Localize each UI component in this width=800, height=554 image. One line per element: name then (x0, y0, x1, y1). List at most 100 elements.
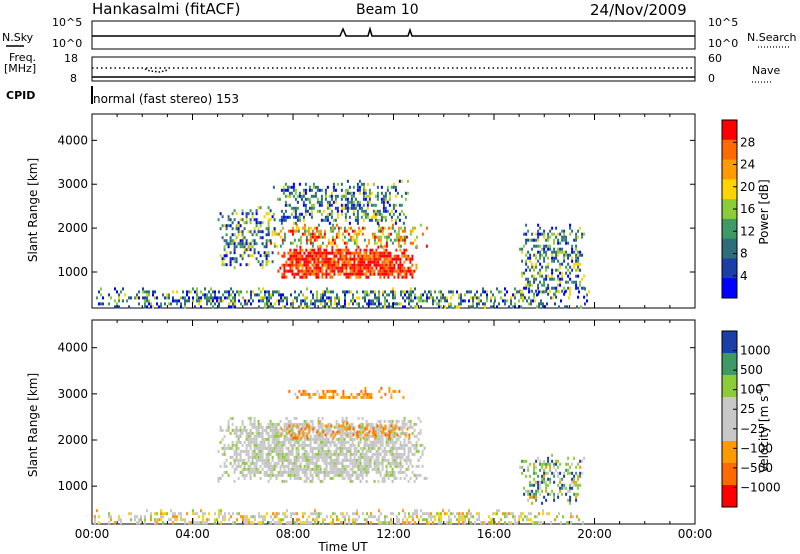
data-cell (267, 233, 270, 237)
data-cell (397, 419, 400, 423)
data-cell (263, 245, 266, 249)
colorbar-swatch (722, 278, 737, 299)
data-cell (349, 254, 352, 258)
data-cell (269, 434, 272, 438)
data-cell (369, 266, 372, 270)
data-cell (320, 296, 322, 300)
data-cell (184, 518, 186, 522)
data-cell (336, 293, 338, 297)
freq-label-2: [MHz] (4, 62, 37, 75)
data-cell (326, 296, 328, 300)
data-cell (339, 473, 342, 477)
data-cell (298, 305, 300, 309)
data-cell (399, 440, 402, 444)
data-cell (351, 431, 354, 435)
data-cell (194, 521, 196, 525)
data-cell (398, 389, 401, 393)
data-cell (380, 185, 383, 189)
data-cell (531, 265, 534, 269)
data-cell (369, 464, 372, 468)
data-cell (399, 235, 402, 239)
data-cell (510, 296, 512, 300)
data-cell (573, 492, 576, 496)
data-cell (328, 299, 330, 303)
data-cell (408, 302, 410, 306)
data-cell (389, 470, 392, 474)
data-cell (240, 290, 242, 294)
data-cell (196, 293, 198, 297)
data-cell (404, 521, 406, 525)
data-cell (533, 492, 536, 496)
data-cell (409, 422, 412, 426)
data-cell (380, 302, 382, 306)
data-cell (529, 253, 532, 257)
data-cell (551, 250, 554, 254)
data-cell (249, 248, 252, 252)
data-cell (347, 458, 350, 462)
data-cell (397, 266, 400, 270)
data-cell (347, 263, 350, 267)
data-cell (557, 465, 560, 469)
data-cell (482, 302, 484, 306)
data-cell (237, 458, 240, 462)
data-cell (284, 515, 286, 519)
data-cell (565, 235, 568, 239)
data-cell (484, 290, 486, 294)
data-cell (361, 272, 364, 276)
data-cell (277, 449, 280, 453)
data-cell (358, 203, 361, 207)
data-cell (298, 182, 301, 186)
data-cell (502, 512, 504, 516)
data-cell (464, 293, 466, 297)
data-cell (349, 479, 352, 483)
data-cell (401, 229, 404, 233)
data-cell (576, 305, 578, 309)
data-cell (299, 241, 302, 245)
data-cell (327, 431, 330, 435)
data-cell (357, 272, 360, 276)
data-cell (306, 209, 309, 213)
data-cell (234, 299, 236, 303)
data-cell (347, 260, 350, 264)
data-cell (383, 455, 386, 459)
data-cell (319, 269, 322, 273)
data-cell (392, 296, 394, 300)
data-cell (369, 434, 372, 438)
data-cell (390, 395, 393, 399)
data-cell (315, 257, 318, 261)
data-cell (249, 473, 252, 477)
data-cell (379, 419, 382, 423)
data-cell (273, 473, 276, 477)
data-cell (385, 443, 388, 447)
data-cell (545, 489, 548, 493)
data-cell (385, 254, 388, 258)
data-cell (341, 419, 344, 423)
data-cell (297, 464, 300, 468)
data-cell (533, 292, 536, 296)
x-tick-label: 16:00 (477, 527, 512, 541)
data-cell (401, 422, 404, 426)
data-cell (553, 256, 556, 260)
data-cell (225, 233, 228, 237)
data-cell (370, 302, 372, 306)
data-cell (333, 452, 336, 456)
data-cell (414, 296, 416, 300)
data-cell (176, 518, 178, 522)
data-cell (94, 518, 96, 522)
data-cell (231, 455, 234, 459)
data-cell (456, 305, 458, 309)
data-cell (288, 424, 291, 428)
data-cell (412, 290, 414, 294)
data-cell (335, 263, 338, 267)
data-cell (450, 512, 452, 516)
data-cell (233, 443, 236, 447)
data-cell (315, 238, 318, 242)
data-cell (321, 455, 324, 459)
data-cell (294, 433, 297, 437)
data-cell (289, 476, 292, 480)
data-cell (570, 521, 572, 525)
data-cell (204, 521, 206, 525)
data-cell (330, 305, 332, 309)
data-cell (192, 509, 194, 513)
data-cell (330, 215, 333, 219)
